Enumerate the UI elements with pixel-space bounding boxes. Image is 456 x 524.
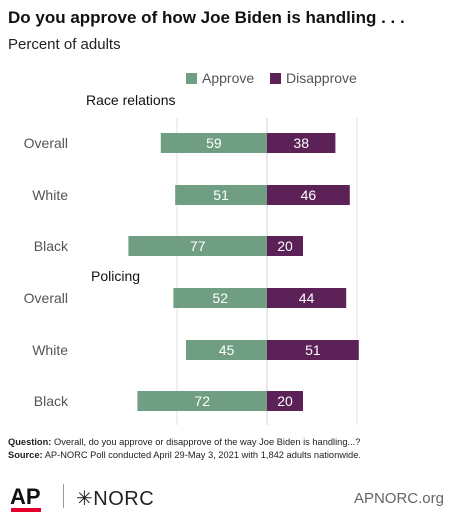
ap-logo-text: AP bbox=[10, 484, 41, 509]
ap-logo-bar bbox=[11, 508, 41, 512]
data-label-approve: 59 bbox=[206, 135, 222, 151]
bar-disapprove bbox=[267, 340, 359, 360]
legend-swatch-disapprove bbox=[270, 72, 281, 84]
bar-approve bbox=[128, 236, 267, 256]
site-link[interactable]: APNORC.org bbox=[353, 490, 444, 507]
bar-disapprove bbox=[267, 391, 303, 411]
norc-logo: ✳NORC bbox=[76, 486, 154, 511]
group-label: Policing bbox=[91, 268, 140, 284]
bar-disapprove bbox=[267, 133, 336, 153]
star-asterisk-icon: ✳ bbox=[76, 488, 94, 510]
footnote-question: Question: Overall, do you approve or dis… bbox=[8, 437, 361, 447]
legend-item-approve: Approve bbox=[186, 70, 254, 86]
legend-label-disapprove: Disapprove bbox=[286, 70, 357, 86]
logo-separator bbox=[63, 484, 64, 508]
data-label-approve: 45 bbox=[219, 342, 235, 358]
bar-approve bbox=[186, 340, 267, 360]
bar-approve bbox=[175, 185, 267, 205]
data-label-disapprove: 20 bbox=[277, 393, 293, 409]
bar-approve bbox=[173, 288, 267, 308]
data-label-approve: 51 bbox=[213, 187, 229, 203]
norc-logo-text: NORC bbox=[93, 488, 155, 510]
data-label-approve: 72 bbox=[194, 393, 210, 409]
bar-disapprove bbox=[267, 185, 350, 205]
data-label-approve: 52 bbox=[212, 290, 228, 306]
chart-title: Do you approve of how Joe Biden is handl… bbox=[8, 8, 405, 27]
category-label: White bbox=[32, 187, 68, 203]
data-label-disapprove: 51 bbox=[305, 342, 321, 358]
data-label-disapprove: 38 bbox=[293, 135, 309, 151]
legend-label-approve: Approve bbox=[202, 70, 255, 86]
data-label-disapprove: 46 bbox=[301, 187, 317, 203]
diverging-bar-chart: Race relations Overall 59 38 White 51 46 Black 7… bbox=[24, 92, 359, 425]
category-label: Overall bbox=[24, 290, 68, 306]
data-label-approve: 77 bbox=[190, 238, 206, 254]
footnote: Question: Overall, do you approve or dis… bbox=[8, 436, 361, 461]
category-label: Overall bbox=[24, 135, 68, 151]
category-label: Black bbox=[34, 393, 69, 409]
bar-approve bbox=[137, 391, 267, 411]
data-label-disapprove: 20 bbox=[277, 238, 293, 254]
bar-approve bbox=[160, 133, 267, 153]
legend-item-disapprove: Disapprove bbox=[270, 70, 357, 86]
legend-swatch-approve bbox=[186, 72, 197, 84]
category-label: Black bbox=[34, 238, 69, 254]
group-label: Race relations bbox=[86, 92, 176, 108]
footnote-source: Source: AP-NORC Poll conducted April 29-… bbox=[8, 449, 361, 460]
chart-subtitle: Percent of adults bbox=[8, 36, 121, 53]
bar-disapprove bbox=[267, 288, 347, 308]
bar-disapprove bbox=[267, 236, 303, 256]
ap-logo: AP bbox=[10, 484, 41, 512]
data-label-disapprove: 44 bbox=[299, 290, 315, 306]
category-label: White bbox=[32, 342, 68, 358]
